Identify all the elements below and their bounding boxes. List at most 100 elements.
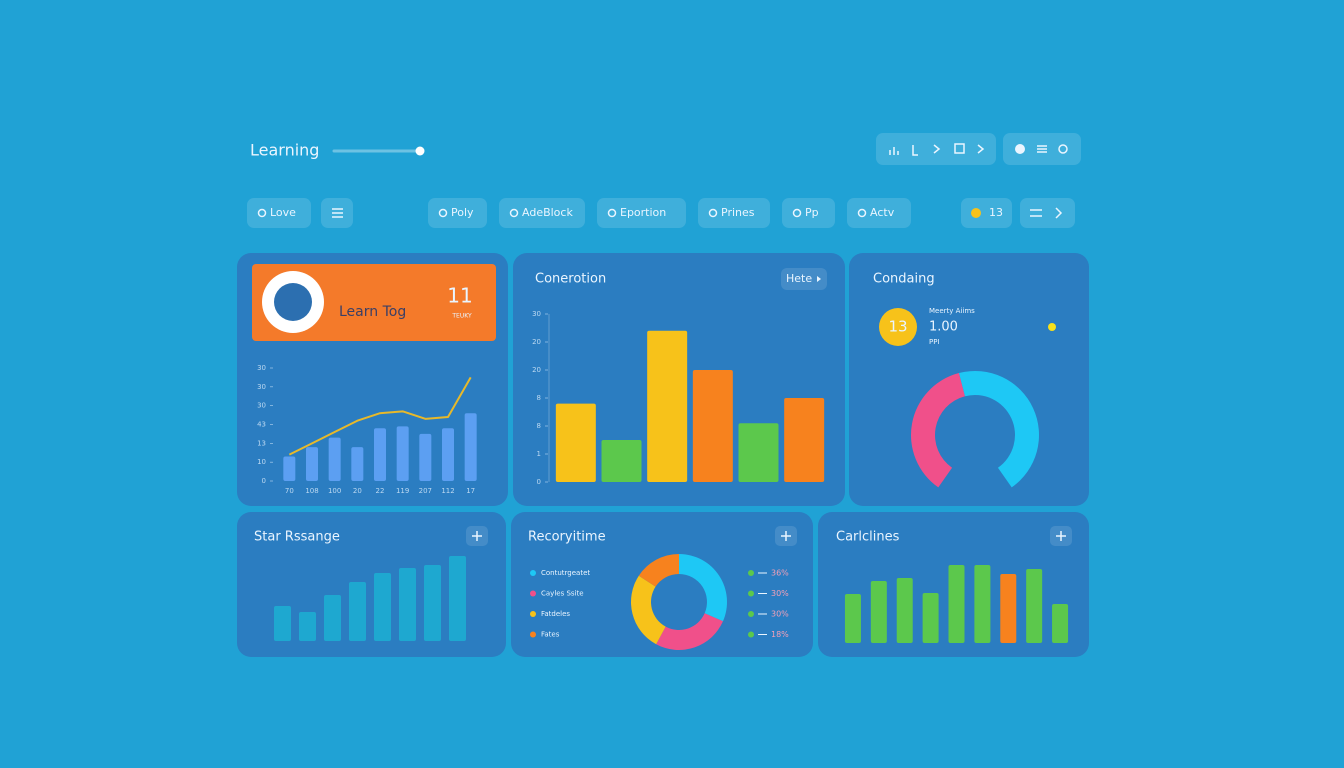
icon	[1058, 144, 1068, 154]
donut-segment	[679, 554, 727, 622]
bar	[692, 370, 733, 482]
stat-dot	[748, 590, 754, 597]
bar	[283, 456, 296, 481]
toolbar-button[interactable]	[247, 198, 311, 228]
y-tick-label: 30	[257, 364, 266, 372]
toolbar-button[interactable]	[428, 198, 487, 228]
bar	[1052, 604, 1069, 643]
button-icon	[792, 208, 802, 218]
toolbar-button-label: Poly	[451, 206, 474, 219]
button-icon	[708, 208, 718, 218]
bar	[870, 581, 887, 643]
bar	[922, 593, 939, 643]
bar	[374, 428, 386, 481]
bar	[555, 403, 596, 482]
toolbar-button-label: Eportion	[620, 206, 666, 219]
bar	[844, 594, 861, 643]
button-icon	[438, 208, 448, 218]
panel-button[interactable]	[781, 268, 827, 290]
legend-label: Cayles Ssite	[541, 590, 584, 598]
line	[288, 376, 472, 456]
bar	[1026, 569, 1043, 643]
add-button[interactable]	[1050, 526, 1072, 546]
y-tick-label: 30	[257, 383, 266, 391]
value-label: 30%	[771, 610, 789, 619]
bar	[328, 437, 341, 481]
bar	[948, 565, 965, 643]
button-icon	[607, 208, 617, 218]
bar	[274, 606, 291, 641]
bar	[784, 398, 825, 482]
panel-title: Carlclines	[836, 530, 900, 545]
card-value: 11	[447, 284, 472, 308]
toolbar-button[interactable]	[499, 198, 585, 228]
y-tick-label: 0	[537, 478, 541, 486]
panel-title: Condaing	[873, 272, 935, 287]
legend-swatch	[530, 631, 536, 638]
y-tick-label: 8	[537, 422, 541, 430]
bar	[738, 423, 779, 482]
x-tick-label: 100	[328, 487, 341, 495]
panel-title: Conerotion	[535, 272, 606, 287]
add-button[interactable]	[775, 526, 797, 546]
card-title: Learn Tog	[339, 304, 406, 320]
toolbar-button[interactable]	[847, 198, 911, 228]
x-tick-label: 20	[353, 487, 362, 495]
x-tick-label: 119	[396, 487, 409, 495]
button-icon	[509, 208, 519, 218]
app-title: Learning	[250, 141, 319, 160]
stat-badge	[879, 308, 917, 346]
bar	[399, 568, 416, 641]
icon-group[interactable]	[876, 133, 996, 165]
panel	[511, 512, 813, 657]
gauge-segment	[911, 373, 965, 488]
button-icon	[857, 208, 867, 218]
bar	[349, 582, 366, 641]
stat-unit: PPI	[929, 338, 940, 346]
toolbar-button-label: Actv	[870, 206, 895, 219]
value-label: 30%	[771, 589, 789, 598]
x-tick-label: 22	[376, 487, 385, 495]
legend-swatch	[530, 590, 536, 597]
y-tick-label: 20	[532, 366, 541, 374]
bar	[374, 573, 391, 641]
add-button[interactable]	[466, 526, 488, 546]
bar	[974, 565, 991, 643]
panel-title: Recoryitime	[528, 530, 606, 545]
slider-knob[interactable]	[415, 146, 425, 156]
y-tick-label: 10	[257, 458, 266, 466]
toolbar-button[interactable]	[698, 198, 770, 228]
gauge-segment	[958, 371, 1039, 488]
legend-label: Fates	[541, 631, 560, 639]
legend-swatch	[530, 611, 536, 617]
bar	[601, 440, 642, 482]
icon	[1037, 145, 1047, 153]
badge-count: 13	[989, 206, 1003, 219]
bar	[647, 330, 688, 482]
donut-segment	[638, 554, 679, 587]
stat-dot	[748, 611, 754, 617]
badge-button[interactable]	[961, 198, 1012, 228]
stat-slider-knob[interactable]	[1048, 323, 1056, 331]
bar	[449, 556, 466, 641]
badge-dot	[971, 208, 981, 218]
bar	[896, 578, 913, 643]
filter-icon	[1030, 207, 1063, 219]
toolbar-button[interactable]	[597, 198, 686, 228]
bar	[442, 428, 454, 481]
legend-label: Fatdeles	[541, 610, 570, 618]
y-tick-label: 13	[257, 439, 266, 447]
toolbar-button[interactable]	[782, 198, 835, 228]
stat-dot	[748, 570, 754, 576]
legend-label: Contutrgeatet	[541, 569, 590, 577]
filter-button[interactable]	[1020, 198, 1075, 228]
button-icon	[257, 208, 267, 218]
card-caption: TEUKY	[451, 313, 472, 320]
panel-button-arrow	[817, 276, 821, 282]
toolbar-button-label: Love	[270, 206, 296, 219]
y-tick-label: 8	[537, 394, 541, 402]
x-tick-label: 108	[305, 487, 318, 495]
icon	[1015, 144, 1025, 154]
